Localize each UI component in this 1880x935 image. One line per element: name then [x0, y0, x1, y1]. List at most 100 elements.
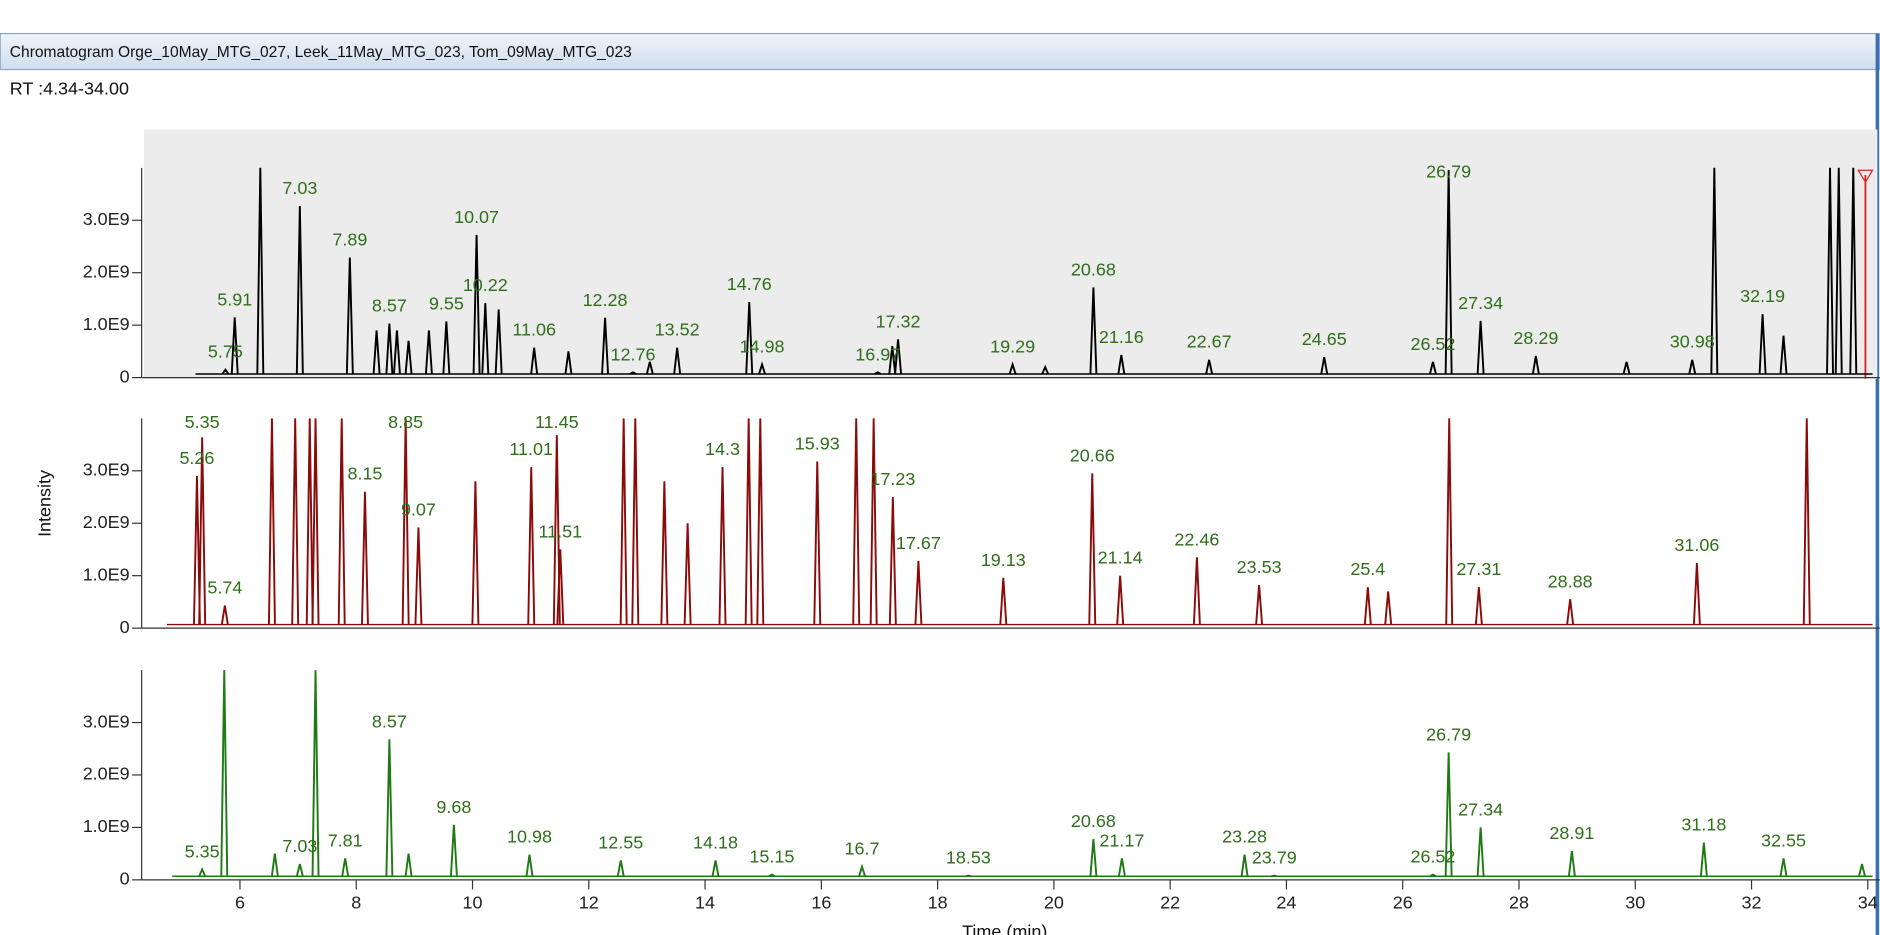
peak — [874, 371, 882, 375]
peak-label: 8.85 — [388, 412, 423, 432]
peak-label: 26.79 — [1426, 724, 1471, 744]
y-tick-label: 0 — [120, 869, 130, 889]
peak-label: 14.76 — [727, 274, 772, 294]
y-tick-label: 3.0E9 — [83, 711, 130, 731]
peak-label: 7.89 — [332, 229, 367, 249]
peak-label: 5.35 — [185, 841, 220, 861]
peak — [869, 418, 878, 625]
peak-label: 32.55 — [1761, 830, 1806, 850]
peak-label: 22.46 — [1174, 529, 1219, 549]
peak — [888, 346, 897, 375]
peak-label: 27.34 — [1458, 799, 1503, 819]
peak — [1089, 838, 1098, 877]
peak-label: 8.57 — [372, 296, 407, 316]
x-tick-label: 32 — [1742, 893, 1762, 913]
peak — [552, 435, 561, 625]
peak — [673, 347, 682, 375]
peak-label: 10.07 — [454, 207, 499, 227]
peak — [660, 481, 669, 625]
x-tick-label: 10 — [463, 893, 483, 913]
peak — [1205, 359, 1214, 375]
peak — [372, 330, 381, 375]
peak — [1041, 364, 1050, 375]
peak — [1474, 587, 1483, 625]
peak-label: 21.17 — [1099, 830, 1144, 850]
peak — [894, 339, 903, 375]
peak-label: 16.97 — [855, 344, 900, 364]
peak — [494, 309, 503, 375]
peak-label: 32.19 — [1740, 286, 1785, 306]
peak — [1445, 418, 1454, 625]
peak-label: 27.34 — [1458, 293, 1503, 313]
peak — [1710, 167, 1719, 375]
peak — [530, 347, 539, 375]
x-tick-label: 12 — [579, 893, 599, 913]
peak — [345, 257, 354, 375]
peak — [1622, 361, 1631, 375]
peak-label: 5.26 — [179, 448, 214, 468]
y-tick-label: 2.0E9 — [83, 261, 130, 281]
peak — [1566, 599, 1575, 625]
peak-label: 11.01 — [509, 439, 553, 459]
peak — [718, 467, 727, 625]
peak — [1826, 167, 1834, 375]
y-axis-label: Intensity — [35, 470, 55, 537]
peak-label: 20.66 — [1070, 445, 1115, 465]
peak-label: 12.28 — [583, 290, 628, 310]
peak — [1849, 167, 1858, 375]
x-axis-label: Time (min) — [962, 921, 1047, 935]
peak — [601, 317, 610, 375]
peak — [683, 523, 692, 625]
peak — [295, 863, 304, 877]
peak-label: 9.55 — [429, 293, 464, 313]
peak — [1429, 873, 1437, 878]
peak — [192, 476, 201, 625]
peak — [564, 351, 573, 375]
peak-label: 7.03 — [282, 836, 317, 856]
peak-label: 23.53 — [1237, 557, 1282, 577]
x-tick-label: 34 — [1858, 893, 1878, 913]
peak — [1692, 563, 1701, 625]
peak — [337, 418, 346, 625]
peak — [442, 321, 451, 375]
y-tick-label: 2.0E9 — [83, 512, 130, 532]
peak-label: 12.76 — [610, 344, 655, 364]
peak — [1116, 575, 1125, 625]
peak — [471, 481, 480, 625]
peak — [1008, 361, 1017, 375]
peak-label: 18.53 — [946, 848, 991, 868]
peak — [341, 858, 350, 877]
x-tick-label: 26 — [1393, 893, 1413, 913]
peak-label: 19.13 — [981, 550, 1026, 570]
peak-label: 30.98 — [1670, 332, 1715, 352]
peak — [858, 863, 866, 877]
peak-label: 28.88 — [1548, 571, 1593, 591]
peak — [256, 167, 265, 375]
peak — [1567, 850, 1576, 877]
peak-label: 21.16 — [1099, 327, 1144, 347]
peak — [645, 361, 654, 375]
peak-label: 11.06 — [512, 320, 556, 340]
peak — [1240, 854, 1249, 877]
peak-label: 17.67 — [896, 533, 941, 553]
peak — [745, 302, 754, 375]
peak — [385, 739, 394, 877]
x-tick-label: 30 — [1625, 893, 1645, 913]
peak — [449, 824, 458, 877]
peak — [1688, 359, 1697, 375]
peak — [1363, 587, 1372, 625]
peak-label: 11.45 — [535, 412, 579, 432]
peak — [291, 418, 300, 625]
peak — [1088, 473, 1097, 625]
window-title: Chromatogram Orge_10May_MTG_027, Leek_11… — [10, 44, 632, 61]
rt-range: RT :4.34-34.00 — [10, 79, 129, 99]
peak — [401, 418, 410, 625]
peak — [744, 418, 753, 625]
peak-label: 26.52 — [1410, 334, 1455, 354]
peak-label: 5.74 — [207, 578, 242, 598]
peak — [1271, 874, 1278, 878]
peak-label: 12.55 — [598, 832, 643, 852]
peak — [768, 873, 776, 878]
y-tick-label: 1.0E9 — [83, 314, 130, 334]
peak — [221, 368, 230, 375]
